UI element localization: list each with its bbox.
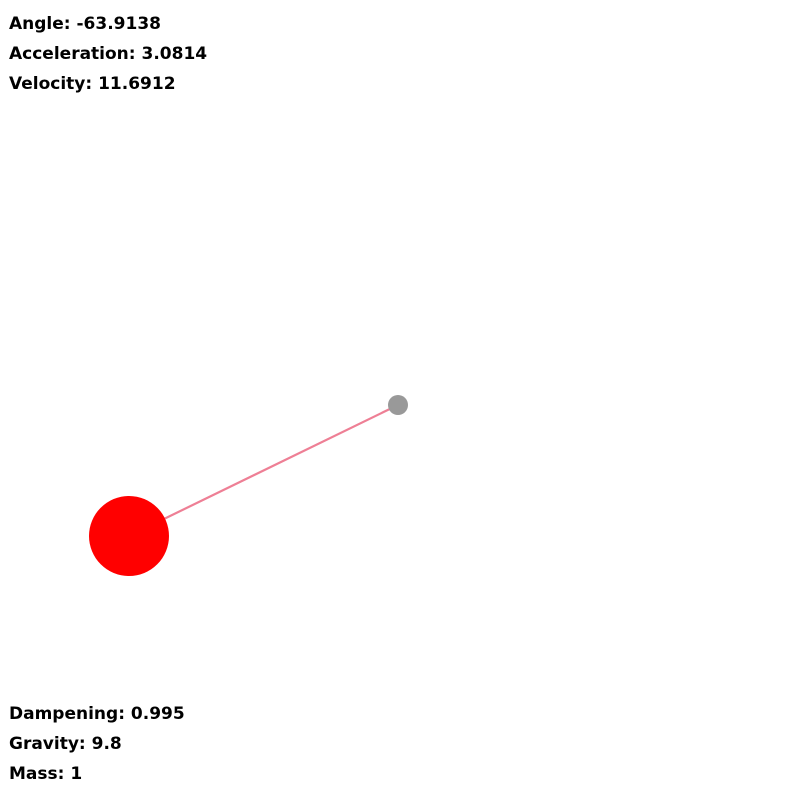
acceleration-readout: Acceleration: 3.0814 [9, 44, 208, 64]
pendulum-pivot [388, 395, 408, 415]
params-readout: Dampening: 0.995 Gravity: 9.8 Mass: 1 [9, 699, 185, 789]
gravity-readout: Gravity: 9.8 [9, 734, 122, 754]
stats-readout: Angle: -63.9138 Acceleration: 3.0814 Vel… [9, 9, 207, 99]
pendulum-rod [127, 403, 400, 538]
angle-readout: Angle: -63.9138 [9, 14, 161, 34]
velocity-readout: Velocity: 11.6912 [9, 74, 176, 94]
mass-readout: Mass: 1 [9, 764, 83, 784]
dampening-readout: Dampening: 0.995 [9, 704, 185, 724]
pendulum-bob [89, 496, 169, 576]
